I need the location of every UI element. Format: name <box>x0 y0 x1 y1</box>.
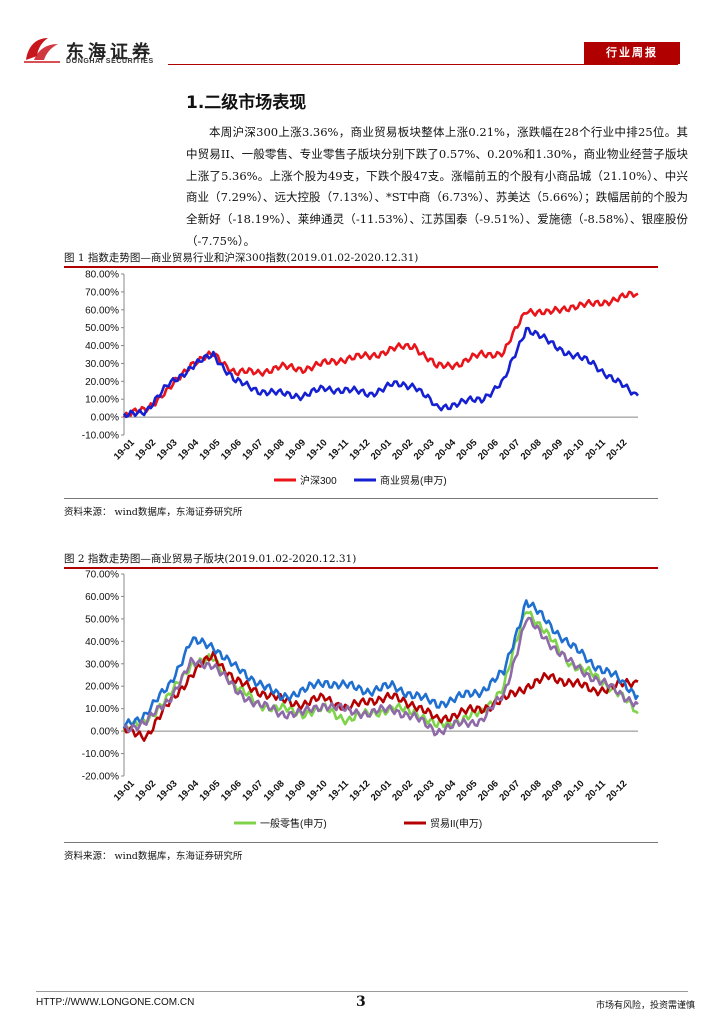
x-tick-label: 19-07 <box>240 778 265 803</box>
y-tick-label: 50.00% <box>85 614 119 625</box>
x-tick-label: 20-11 <box>583 778 608 803</box>
y-tick-label: 80.00% <box>85 270 119 281</box>
x-tick-label: 19-03 <box>155 778 180 803</box>
report-type-badge: 行业周报 <box>584 42 680 64</box>
figure1-bottom-rule <box>64 498 658 499</box>
x-tick-label: 19-06 <box>219 437 244 462</box>
x-tick-label: 19-11 <box>326 437 351 462</box>
x-tick-label: 20-12 <box>604 437 629 462</box>
x-tick-label: 20-04 <box>433 437 458 462</box>
series-line <box>124 292 638 417</box>
y-tick-label: 10.00% <box>85 704 119 715</box>
market-summary-paragraph: 本周沪深300上涨3.36%，商业贸易板块整体上涨0.21%，涨跌幅在28个行业… <box>186 122 688 253</box>
x-tick-label: 19-08 <box>262 778 287 803</box>
x-tick-label: 20-10 <box>562 778 587 803</box>
x-tick-label: 20-03 <box>412 778 437 803</box>
x-tick-label: 19-10 <box>305 778 330 803</box>
y-tick-label: 70.00% <box>85 287 119 298</box>
figure2-bottom-rule <box>64 842 658 843</box>
x-tick-label: 19-03 <box>155 437 180 462</box>
x-tick-label: 19-10 <box>305 437 330 462</box>
legend-label: 商业贸易(申万) <box>380 474 447 487</box>
figure2-source: 资料来源： wind数据库，东海证券研究所 <box>64 848 242 862</box>
x-tick-label: 20-05 <box>455 437 480 462</box>
figure1-title: 图 1 指数走势图—商业贸易行业和沪深300指数(2019.01.02-2020… <box>64 250 418 265</box>
y-tick-label: 20.00% <box>85 377 119 388</box>
x-tick-label: 20-02 <box>390 437 415 462</box>
page-number: 3 <box>356 994 366 1010</box>
legend-label: 贸易II(申万) <box>430 817 482 830</box>
company-logo-mark <box>22 34 62 64</box>
y-tick-label: 60.00% <box>85 305 119 316</box>
x-tick-label: 20-01 <box>369 437 394 462</box>
x-tick-label: 20-07 <box>497 778 522 803</box>
legend-label: 沪深300 <box>300 474 337 487</box>
y-tick-label: 40.00% <box>85 637 119 648</box>
x-tick-label: 20-11 <box>583 437 608 462</box>
x-tick-label: 19-12 <box>347 437 372 462</box>
x-tick-label: 20-09 <box>540 437 565 462</box>
y-tick-label: 40.00% <box>85 341 119 352</box>
x-tick-label: 19-11 <box>326 778 351 803</box>
y-tick-label: 30.00% <box>85 659 119 670</box>
footer-website-link[interactable]: HTTP://WWW.LONGONE.COM.CN <box>36 997 194 1008</box>
x-tick-label: 20-06 <box>476 778 501 803</box>
x-tick-label: 19-04 <box>176 778 201 803</box>
x-tick-label: 19-06 <box>219 778 244 803</box>
y-tick-label: 30.00% <box>85 359 119 370</box>
y-tick-label: -20.00% <box>82 772 119 783</box>
x-tick-label: 19-09 <box>283 437 308 462</box>
x-tick-label: 19-04 <box>176 437 201 462</box>
x-tick-label: 20-07 <box>497 437 522 462</box>
figure2-title: 图 2 指数走势图—商业贸易子版块(2019.01.02-2020.12.31) <box>64 551 356 566</box>
section-title: 1.二级市场表现 <box>186 88 306 113</box>
x-tick-label: 20-10 <box>562 437 587 462</box>
y-tick-label: 70.00% <box>85 570 119 581</box>
x-tick-label: 19-02 <box>133 437 158 462</box>
figure2-line-chart: 70.00% 60.00% 50.00% 40.00% 30.00% 20.00% 10.0… <box>64 569 658 837</box>
y-tick-label: 0.00% <box>91 413 119 424</box>
figure1-source: 资料来源： wind数据库，东海证券研究所 <box>64 504 242 518</box>
x-tick-label: 19-02 <box>133 778 158 803</box>
series-line <box>124 328 638 417</box>
x-tick-label: 19-09 <box>283 778 308 803</box>
x-tick-label: 19-05 <box>198 437 223 462</box>
y-tick-label: -10.00% <box>82 431 119 442</box>
company-name-en: DONGHAI SECURITIES <box>66 58 154 65</box>
x-tick-label: 19-07 <box>240 437 265 462</box>
legend-label: 一般零售(申万) <box>260 817 327 830</box>
x-tick-label: 20-08 <box>519 778 544 803</box>
x-tick-label: 19-12 <box>347 778 372 803</box>
x-tick-label: 19-05 <box>198 778 223 803</box>
x-tick-label: 20-01 <box>369 778 394 803</box>
y-tick-label: 20.00% <box>85 682 119 693</box>
y-tick-label: 60.00% <box>85 592 119 603</box>
series-line <box>124 618 638 735</box>
x-tick-label: 20-12 <box>604 778 629 803</box>
x-tick-label: 20-04 <box>433 778 458 803</box>
header-rule <box>168 64 678 65</box>
y-tick-label: 10.00% <box>85 395 119 406</box>
x-tick-label: 20-05 <box>455 778 480 803</box>
x-tick-label: 20-09 <box>540 778 565 803</box>
footer-rule <box>36 991 688 992</box>
x-tick-label: 20-03 <box>412 437 437 462</box>
y-tick-label: -10.00% <box>82 749 119 760</box>
figure1-line-chart: 80.00% 70.00% 60.00% 50.00% 40.00% 30.00% 20.0… <box>64 268 658 490</box>
x-tick-label: 20-06 <box>476 437 501 462</box>
y-tick-label: 0.00% <box>91 727 119 738</box>
series-line <box>124 612 638 731</box>
y-tick-label: 50.00% <box>85 323 119 334</box>
risk-disclaimer: 市场有风险，投资需谨慎 <box>596 998 695 1011</box>
x-tick-label: 19-08 <box>262 437 287 462</box>
x-tick-label: 20-08 <box>519 437 544 462</box>
x-tick-label: 20-02 <box>390 778 415 803</box>
